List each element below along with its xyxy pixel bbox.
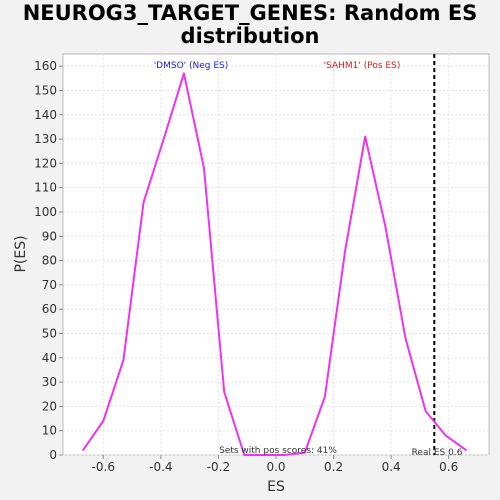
data-point: [263, 454, 266, 456]
data-point: [445, 434, 447, 437]
y-tick-label: 70: [42, 278, 57, 292]
y-tick-label: 140: [34, 108, 57, 122]
data-point: [122, 359, 125, 362]
x-tick-label: -0.6: [92, 460, 115, 474]
data-point: [364, 135, 367, 138]
y-tick-label: 60: [42, 302, 57, 316]
data-point: [283, 454, 286, 456]
data-point: [82, 449, 84, 451]
data-point: [303, 451, 306, 454]
y-tick-label: 10: [42, 424, 57, 438]
data-point: [324, 395, 326, 398]
y-tick-label: 120: [34, 156, 57, 170]
data-point: [384, 225, 387, 228]
y-tick-label: 110: [34, 181, 57, 195]
neg-label: 'DMSO' (Neg ES): [154, 61, 229, 71]
y-tick-label: 100: [34, 205, 57, 219]
y-tick-label: 80: [42, 254, 57, 268]
x-tick-label: 0.0: [266, 460, 285, 474]
y-tick-label: 20: [42, 399, 57, 413]
data-point: [424, 410, 427, 413]
pos-label: 'SAHM1' (Pos ES): [324, 61, 401, 71]
data-point: [404, 337, 407, 340]
chart-title-line1: NEUROG3_TARGET_GENES: Random ES: [22, 1, 478, 25]
pos-scores-label: Sets with pos scores: 41%: [219, 446, 337, 456]
chart-title: NEUROG3_TARGET_GENES: Random ES distribu…: [0, 2, 500, 48]
data-point: [465, 449, 467, 451]
grid: [63, 54, 489, 456]
data-point: [203, 167, 205, 170]
y-tick-label: 30: [42, 375, 57, 389]
x-tick-label: 0.6: [439, 460, 458, 474]
y-tick-label: 0: [49, 448, 57, 462]
data-point: [142, 201, 145, 204]
data-point: [162, 138, 165, 140]
x-axis: -0.6 -0.4 -0.2 0.0 0.2 0.4 0.6: [92, 455, 458, 474]
series-line: [82, 72, 467, 456]
y-tick-label: 50: [42, 326, 57, 340]
y-tick-label: 130: [34, 132, 57, 146]
data-point: [243, 454, 246, 456]
data-point: [344, 250, 346, 252]
y-tick-label: 150: [34, 83, 57, 97]
y-tick-label: 160: [34, 59, 57, 73]
y-tick-label: 40: [42, 351, 57, 365]
x-axis-label: ES: [267, 479, 285, 495]
x-tick-label: 0.4: [382, 460, 401, 474]
x-tick-label: -0.4: [149, 460, 172, 474]
x-tick-label: -0.2: [207, 460, 230, 474]
data-point: [183, 72, 185, 75]
data-point: [223, 391, 225, 393]
y-tick-label: 90: [42, 229, 57, 243]
chart-title-line2: distribution: [180, 24, 320, 48]
y-axis-label: P(ES): [13, 235, 29, 272]
data-point: [102, 420, 105, 422]
x-tick-label: 0.2: [324, 460, 343, 474]
y-axis: 0 10 20 30 40 50 60 70 80 90 100 110 120 130 140 150 160: [34, 59, 63, 462]
real-es-label: Real ES 0.6: [412, 448, 463, 458]
